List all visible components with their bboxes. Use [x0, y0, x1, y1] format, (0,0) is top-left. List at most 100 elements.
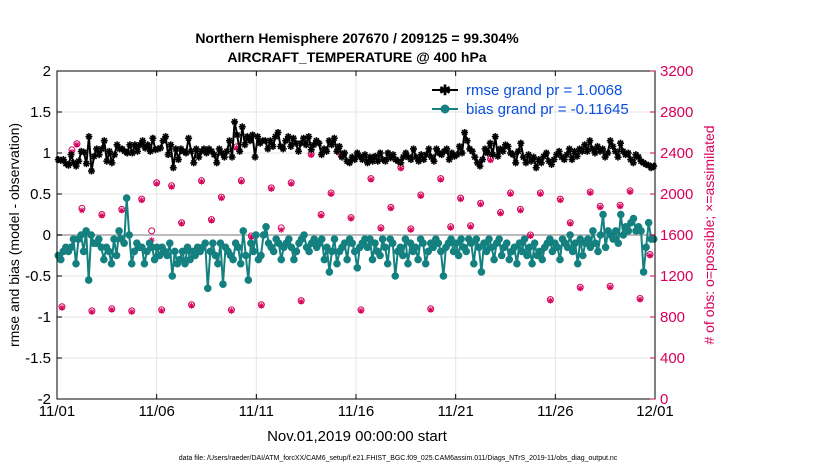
bias-point — [518, 247, 526, 256]
bias-point — [122, 194, 131, 202]
bias-point — [571, 239, 579, 247]
bias-point — [490, 255, 498, 264]
obs-assimilated-marker — [118, 207, 125, 214]
obs-assimilated-marker — [607, 284, 614, 291]
obs-assimilated-marker — [547, 297, 554, 304]
rmse-point — [274, 129, 282, 136]
bias-point — [637, 227, 645, 235]
bias-point — [333, 259, 341, 268]
obs-assimilated-marker — [377, 225, 384, 232]
obs-assimilated-marker — [328, 191, 335, 197]
bias-point — [639, 268, 648, 276]
rmse-point — [88, 167, 95, 175]
rmse-point — [581, 141, 589, 149]
obs-assimilated-marker — [397, 165, 404, 172]
rmse-point — [241, 141, 249, 149]
obs-assimilated-marker — [627, 188, 634, 195]
bias-point — [467, 239, 476, 247]
rmse-point — [93, 145, 101, 153]
bias-point — [183, 243, 192, 252]
legend: ✱ rmse grand pr = 1.0068 bias grand pr =… — [432, 82, 629, 118]
bias-point — [429, 243, 438, 252]
bias-point — [644, 218, 653, 227]
bias-point — [378, 235, 387, 243]
obs-possible-marker — [148, 227, 156, 235]
bias-point — [353, 264, 362, 272]
rmse-point — [190, 159, 198, 167]
rmse-point — [95, 151, 103, 159]
bias-point — [340, 239, 349, 247]
bias-point — [219, 280, 227, 289]
bias-point — [168, 272, 177, 280]
rmse-point — [486, 139, 494, 147]
bias-point — [140, 259, 149, 268]
rmse-point — [512, 159, 520, 167]
obs-assimilated-marker — [158, 307, 165, 314]
bias-point — [209, 239, 217, 247]
rmse-point — [537, 159, 545, 167]
bias-point — [616, 210, 625, 219]
bias-point — [477, 268, 486, 276]
obs-assimilated-marker — [557, 197, 564, 204]
rmse-point — [397, 159, 405, 167]
bias-point — [163, 251, 172, 260]
y-right-tick-label: 1200 — [660, 268, 693, 285]
bias-point — [470, 259, 478, 268]
obs-assimilated-marker — [457, 196, 464, 203]
rmse-point — [172, 145, 180, 153]
bias-point — [105, 247, 113, 256]
rmse-point — [307, 146, 315, 154]
rmse-point — [82, 160, 90, 168]
rmse-point — [599, 145, 607, 153]
rmse-point — [606, 137, 614, 145]
x-tick-label: 11/26 — [537, 403, 573, 420]
y-left-tick-label: -2 — [38, 391, 51, 408]
obs-assimilated-marker — [477, 201, 484, 208]
obs-assimilated-marker — [637, 296, 644, 303]
obs-assimilated-marker — [208, 217, 215, 224]
bias-point — [305, 247, 313, 256]
obs-count-markers — [58, 140, 654, 315]
bias-point — [528, 259, 536, 268]
rmse-point — [72, 162, 80, 170]
rmse-point — [220, 153, 228, 161]
rmse-point — [461, 129, 469, 136]
rmse-point — [491, 133, 499, 141]
bias-point — [573, 259, 582, 268]
bias-point — [566, 231, 574, 239]
rmse-point — [361, 151, 369, 159]
bias-point — [257, 251, 265, 260]
bias-point — [203, 284, 212, 293]
y-right-tick-label: 3200 — [660, 63, 693, 80]
bias-point — [130, 247, 139, 256]
bias-point — [454, 251, 463, 260]
rmse-point — [514, 147, 522, 155]
rmse-point — [149, 134, 157, 142]
obs-assimilated-marker — [278, 226, 285, 233]
bias-point — [320, 255, 329, 264]
y-right-tick-label: 400 — [660, 350, 685, 367]
rmse-point — [509, 151, 517, 159]
rmse-point — [573, 152, 581, 160]
rmse-point — [302, 141, 310, 149]
rmse-point — [162, 133, 170, 141]
rmse-point — [527, 157, 535, 165]
rmse-point — [601, 153, 609, 161]
bias-point — [383, 259, 392, 268]
x-tick-label: 11/01 — [39, 403, 75, 420]
rmse-point — [318, 151, 325, 159]
bias-point — [323, 243, 331, 252]
bias-point — [274, 239, 283, 247]
bias-point — [411, 243, 420, 252]
y-right-tick-label: 2400 — [660, 145, 693, 162]
bias-point — [513, 259, 521, 268]
rmse-point — [624, 149, 632, 157]
bias-point — [201, 239, 210, 247]
bias-point — [181, 259, 189, 268]
obs-assimilated-marker — [437, 176, 444, 183]
obs-assimilated-marker — [417, 193, 424, 200]
bias-point — [120, 239, 128, 247]
bias-point — [510, 243, 519, 252]
bias-point — [292, 247, 301, 256]
bias-point — [239, 227, 248, 235]
